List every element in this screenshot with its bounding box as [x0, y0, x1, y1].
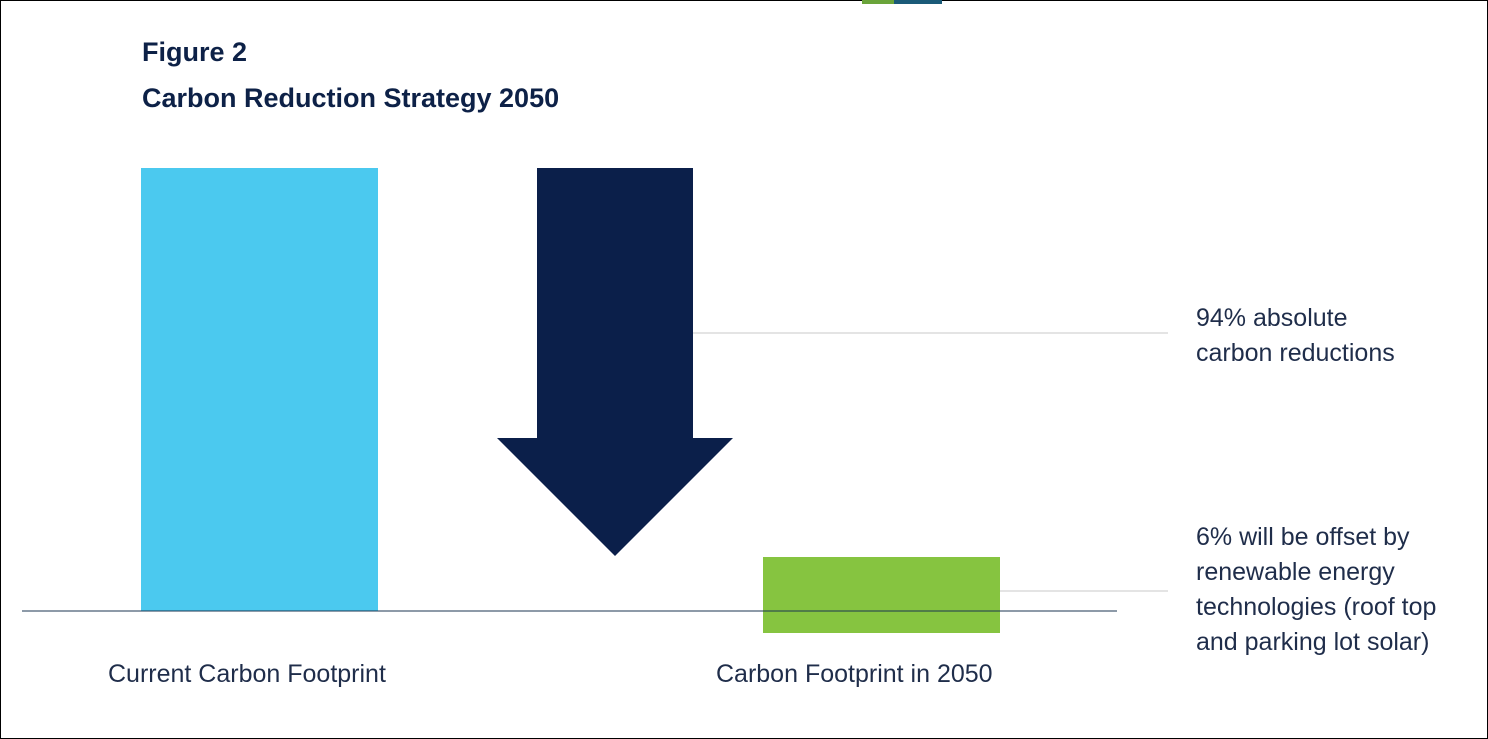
annotation-reduction: 94% absolute carbon reductions: [1196, 301, 1395, 371]
annotation-reduction-line: 94% absolute: [1196, 304, 1348, 332]
category-label-current: Current Carbon Footprint: [108, 660, 386, 688]
annotation-offset-line: technologies (roof top: [1196, 593, 1437, 621]
bar-current-carbon-footprint: [141, 168, 378, 611]
annotation-offset-line: and parking lot solar): [1196, 628, 1430, 656]
annotation-offset-line: 6% will be offset by: [1196, 523, 1410, 551]
bar-carbon-footprint-2050: [763, 557, 1000, 633]
figure-label: Figure 2: [142, 37, 248, 67]
reduction-arrow: [497, 168, 733, 556]
annotation-offset-line: renewable energy: [1196, 558, 1395, 586]
header-color-strip: [862, 0, 942, 4]
figure-title: Carbon Reduction Strategy 2050: [142, 83, 560, 113]
category-label-2050: Carbon Footprint in 2050: [716, 660, 993, 688]
annotation-reduction-line: carbon reductions: [1196, 339, 1395, 367]
annotation-offset: 6% will be offset by renewable energy te…: [1196, 520, 1436, 660]
